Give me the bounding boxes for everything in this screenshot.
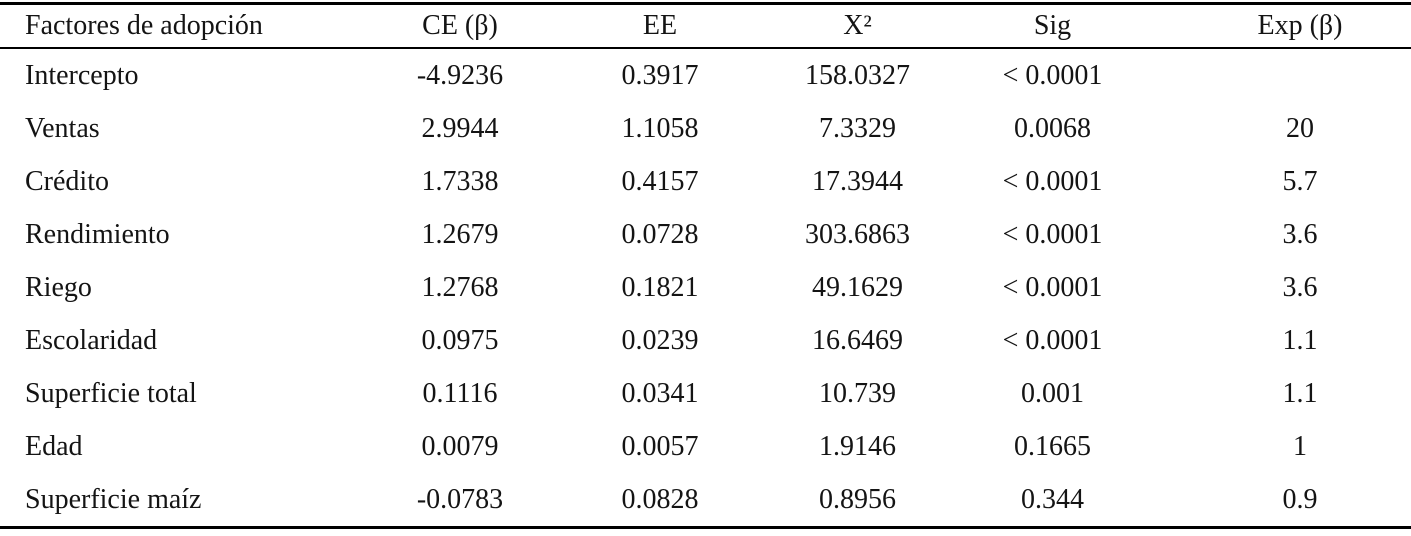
table-row: Escolaridad 0.0975 0.0239 16.6469 < 0.0001 1.… bbox=[0, 314, 1411, 367]
cell-ce-beta: 0.0975 bbox=[421, 324, 499, 356]
cell-exp-beta: 1.1 bbox=[1282, 377, 1318, 409]
cell-chi-squared: 1.9146 bbox=[819, 430, 896, 462]
cell-factor: Superficie maíz bbox=[25, 483, 202, 515]
cell-sig: 0.344 bbox=[1021, 483, 1084, 515]
cell-sig: < 0.0001 bbox=[1002, 218, 1103, 250]
cell-ee: 1.1058 bbox=[621, 112, 699, 144]
cell-factor: Superficie total bbox=[25, 377, 197, 409]
table-row: Intercepto -4.9236 0.3917 158.0327 < 0.0001 bbox=[0, 48, 1411, 102]
col-header-factores: Factores de adopción bbox=[0, 3, 365, 49]
table-row: Crédito 1.7338 0.4157 17.3944 < 0.0001 5.7 bbox=[0, 155, 1411, 208]
cell-ce-beta: 2.9944 bbox=[421, 112, 499, 144]
cell-ce-beta: -0.0783 bbox=[416, 483, 504, 515]
cell-factor: Intercepto bbox=[25, 59, 139, 91]
col-header-chi-squared: X² bbox=[765, 3, 950, 49]
cell-exp-beta: 0.9 bbox=[1282, 483, 1318, 515]
cell-ee: 0.0057 bbox=[621, 430, 699, 462]
table-row: Edad 0.0079 0.0057 1.9146 0.1665 1 bbox=[0, 420, 1411, 473]
cell-ee: 0.0341 bbox=[621, 377, 699, 409]
cell-chi-squared: 7.3329 bbox=[819, 112, 896, 144]
cell-exp-beta: 1 bbox=[1293, 430, 1307, 462]
cell-factor: Rendimiento bbox=[25, 218, 170, 250]
cell-chi-squared: 49.1629 bbox=[812, 271, 903, 303]
cell-factor: Ventas bbox=[25, 112, 100, 144]
cell-exp-beta: 3.6 bbox=[1282, 218, 1318, 250]
cell-ee: 0.1821 bbox=[621, 271, 699, 303]
cell-ce-beta: 1.2768 bbox=[421, 271, 499, 303]
cell-exp-beta: 20 bbox=[1286, 112, 1314, 144]
cell-exp-beta: 3.6 bbox=[1282, 271, 1318, 303]
cell-sig: < 0.0001 bbox=[1002, 59, 1103, 91]
table-row: Ventas 2.9944 1.1058 7.3329 0.0068 20 bbox=[0, 102, 1411, 155]
cell-chi-squared: 16.6469 bbox=[812, 324, 903, 356]
cell-chi-squared: 0.8956 bbox=[819, 483, 896, 515]
cell-sig: 0.001 bbox=[1021, 377, 1084, 409]
cell-chi-squared: 17.3944 bbox=[812, 165, 903, 197]
cell-exp-beta bbox=[1155, 48, 1411, 102]
cell-chi-squared: 303.6863 bbox=[805, 218, 910, 250]
table-row: Rendimiento 1.2679 0.0728 303.6863 < 0.0001 3… bbox=[0, 208, 1411, 261]
header-row: Factores de adopción CE (β) EE X² Sig Ex… bbox=[0, 3, 1411, 49]
cell-sig: 0.1665 bbox=[1014, 430, 1091, 462]
col-header-ee: EE bbox=[555, 3, 765, 49]
table-row: Riego 1.2768 0.1821 49.1629 < 0.0001 3.6 bbox=[0, 261, 1411, 314]
cell-ee: 0.4157 bbox=[621, 165, 699, 197]
cell-factor: Edad bbox=[25, 430, 83, 462]
cell-ee: 0.0828 bbox=[621, 483, 699, 515]
cell-sig: < 0.0001 bbox=[1002, 271, 1103, 303]
col-header-exp-beta: Exp (β) bbox=[1155, 3, 1411, 49]
cell-ce-beta: -4.9236 bbox=[416, 59, 504, 91]
cell-ce-beta: 0.1116 bbox=[422, 377, 498, 409]
cell-ee: 0.3917 bbox=[621, 59, 699, 91]
table-row: Superficie maíz -0.0783 0.0828 0.8956 0.344 0… bbox=[0, 473, 1411, 528]
cell-sig: < 0.0001 bbox=[1002, 165, 1103, 197]
cell-sig: < 0.0001 bbox=[1002, 324, 1103, 356]
cell-chi-squared: 10.739 bbox=[819, 377, 896, 409]
cell-exp-beta: 5.7 bbox=[1282, 165, 1318, 197]
cell-ce-beta: 1.2679 bbox=[421, 218, 499, 250]
cell-factor: Escolaridad bbox=[25, 324, 158, 356]
col-header-ce-beta: CE (β) bbox=[365, 3, 555, 49]
col-header-sig: Sig bbox=[950, 3, 1155, 49]
table-row: Superficie total 0.1116 0.0341 10.739 0.001 1… bbox=[0, 367, 1411, 420]
cell-ce-beta: 1.7338 bbox=[421, 165, 499, 197]
cell-ee: 0.0239 bbox=[621, 324, 699, 356]
cell-chi-squared: 158.0327 bbox=[805, 59, 910, 91]
cell-sig: 0.0068 bbox=[1014, 112, 1091, 144]
cell-exp-beta: 1.1 bbox=[1282, 324, 1318, 356]
cell-factor: Crédito bbox=[25, 165, 109, 197]
cell-factor: Riego bbox=[25, 271, 92, 303]
table-body: Intercepto -4.9236 0.3917 158.0327 < 0.0001 V… bbox=[0, 48, 1411, 528]
cell-ce-beta: 0.0079 bbox=[421, 430, 499, 462]
cell-ee: 0.0728 bbox=[621, 218, 699, 250]
